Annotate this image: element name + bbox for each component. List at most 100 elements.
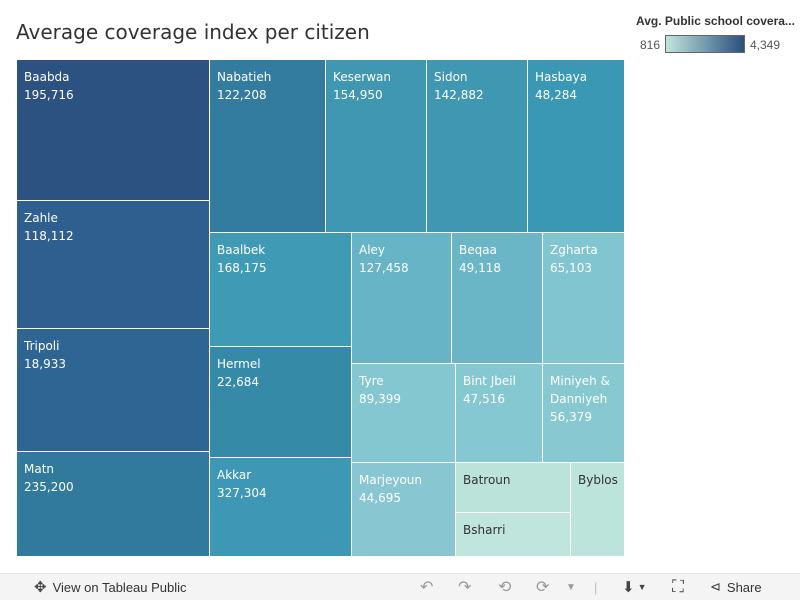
- chart-title: Average coverage index per citizen: [16, 20, 370, 44]
- download-icon[interactable]: ⬇ ▼: [622, 579, 647, 596]
- treemap-rect-akkar[interactable]: [210, 458, 351, 556]
- treemap-cell-zahle[interactable]: Zahle 118,112: [17, 201, 209, 328]
- legend-title: Avg. Public school covera...: [636, 14, 795, 28]
- view-on-tableau-link[interactable]: ✥ View on Tableau Public: [34, 574, 187, 600]
- treemap-cell-keserwan[interactable]: Keserwan 154,950: [326, 60, 426, 232]
- share-icon: ⊲: [710, 579, 721, 594]
- treemap-label-miniyeh-danniyeh: Danniyeh: [550, 392, 607, 406]
- treemap-label-hermel: Hermel: [217, 357, 261, 371]
- treemap-value-nabatieh: 122,208: [217, 88, 267, 102]
- treemap-value-marjeyoun: 44,695: [359, 491, 401, 505]
- treemap-label-miniyeh-danniyeh: Miniyeh &: [550, 374, 610, 388]
- treemap-cell-nabatieh[interactable]: Nabatieh 122,208: [210, 60, 325, 232]
- treemap-rect-zgharta[interactable]: [543, 233, 624, 363]
- treemap-rect-bint-jbeil[interactable]: [456, 364, 542, 462]
- treemap-rect-keserwan[interactable]: [326, 60, 426, 232]
- treemap-value-tyre: 89,399: [359, 392, 401, 406]
- treemap-label-bsharri: Bsharri: [463, 523, 505, 537]
- treemap-label-sidon: Sidon: [434, 70, 468, 84]
- treemap-cell-tyre[interactable]: Tyre 89,399: [352, 364, 455, 462]
- treemap-rect-byblos[interactable]: [571, 463, 624, 556]
- redo-icon[interactable]: ↷: [458, 579, 472, 596]
- revert-icon[interactable]: ⟲: [498, 579, 512, 596]
- treemap-label-byblos: Byblos: [578, 473, 618, 487]
- treemap-rect-aley[interactable]: [352, 233, 451, 363]
- share-label: Share: [726, 579, 762, 595]
- treemap-cell-marjeyoun[interactable]: Marjeyoun 44,695: [352, 463, 455, 556]
- treemap-label-batroun: Batroun: [463, 473, 511, 487]
- treemap-cell-sidon[interactable]: Sidon 142,882: [427, 60, 527, 232]
- treemap-value-hasbaya: 48,284: [535, 88, 577, 102]
- treemap-cell-batroun[interactable]: Batroun: [456, 463, 570, 512]
- treemap-label-keserwan: Keserwan: [333, 70, 391, 84]
- treemap-value-hermel: 22,684: [217, 375, 259, 389]
- treemap-label-tripoli: Tripoli: [23, 339, 59, 353]
- treemap-value-aley: 127,458: [359, 261, 409, 275]
- treemap-label-hasbaya: Hasbaya: [535, 70, 587, 84]
- refresh-icon[interactable]: ⟳: [536, 579, 550, 596]
- treemap-rect-sidon[interactable]: [427, 60, 527, 232]
- treemap-cell-hermel[interactable]: Hermel 22,684: [210, 347, 351, 457]
- treemap-rect-matn[interactable]: [17, 452, 209, 556]
- treemap-label-zahle: Zahle: [24, 211, 58, 225]
- treemap-chart: Baabda 195,716 Zahle 118,112 Tripoli 18,933 Ma…: [17, 60, 624, 556]
- fullscreen-icon[interactable]: ⛶: [672, 577, 684, 596]
- treemap-value-tripoli: 18,933: [24, 357, 66, 371]
- treemap-label-bint-jbeil: Bint Jbeil: [463, 374, 516, 388]
- treemap-rect-nabatieh[interactable]: [210, 60, 325, 232]
- treemap-value-baalbek: 168,175: [217, 261, 267, 275]
- treemap-cell-hasbaya[interactable]: Hasbaya 48,284: [528, 60, 624, 232]
- treemap-rect-marjeyoun[interactable]: [352, 463, 455, 556]
- treemap-value-keserwan: 154,950: [333, 88, 383, 102]
- treemap-cell-zgharta[interactable]: Zgharta 65,103: [543, 233, 624, 363]
- treemap-cell-baalbek[interactable]: Baalbek 168,175: [210, 233, 351, 346]
- treemap-rect-beqaa[interactable]: [452, 233, 542, 363]
- treemap-rect-zahle[interactable]: [17, 201, 209, 328]
- toolbar-divider: |: [594, 579, 598, 595]
- treemap-rect-tripoli[interactable]: [17, 329, 209, 451]
- undo-icon[interactable]: ↶: [420, 579, 434, 596]
- treemap-label-tyre: Tyre: [358, 374, 384, 388]
- treemap-rect-tyre[interactable]: [352, 364, 455, 462]
- treemap-cell-bsharri[interactable]: Bsharri: [456, 513, 570, 556]
- treemap-rect-hasbaya[interactable]: [528, 60, 624, 232]
- color-legend-gradient: [665, 35, 745, 53]
- legend-max-label: 4,349: [750, 38, 781, 52]
- treemap-label-zgharta: Zgharta: [550, 243, 598, 257]
- treemap-value-akkar: 327,304: [217, 486, 267, 500]
- view-on-tableau-label: View on Tableau Public: [52, 579, 187, 595]
- treemap-rect-baalbek[interactable]: [210, 233, 351, 346]
- treemap-label-baalbek: Baalbek: [217, 243, 265, 257]
- treemap-value-matn: 235,200: [24, 480, 74, 494]
- refresh-dropdown-icon[interactable]: ▼: [566, 581, 576, 593]
- treemap-cell-aley[interactable]: Aley 127,458: [352, 233, 451, 363]
- tableau-toolbar: ✥ View on Tableau Public ↶ ↷ ⟲ ⟳ ▼ | ⬇ ▼ …: [0, 573, 800, 600]
- legend-min-label: 816: [640, 38, 661, 52]
- treemap-value-baabda: 195,716: [24, 88, 74, 102]
- treemap-cell-matn[interactable]: Matn 235,200: [17, 452, 209, 556]
- treemap-rect-batroun[interactable]: [456, 463, 570, 512]
- treemap-cell-tripoli[interactable]: Tripoli 18,933: [17, 329, 209, 451]
- treemap-value-zahle: 118,112: [24, 229, 74, 243]
- treemap-label-baabda: Baabda: [24, 70, 70, 84]
- treemap-cell-bint-jbeil[interactable]: Bint Jbeil 47,516: [456, 364, 542, 462]
- treemap-cell-byblos[interactable]: Byblos: [571, 463, 624, 556]
- treemap-label-nabatieh: Nabatieh: [217, 70, 271, 84]
- treemap-cell-akkar[interactable]: Akkar 327,304: [210, 458, 351, 556]
- treemap-value-zgharta: 65,103: [550, 261, 592, 275]
- share-button[interactable]: ⊲ Share: [710, 574, 762, 600]
- treemap-rect-hermel[interactable]: [210, 347, 351, 457]
- treemap-rect-bsharri[interactable]: [456, 513, 570, 556]
- treemap-label-beqaa: Beqaa: [459, 243, 497, 257]
- treemap-label-marjeyoun: Marjeyoun: [359, 473, 422, 487]
- treemap-cell-miniyeh-danniyeh[interactable]: Miniyeh & Danniyeh 56,379: [543, 364, 624, 462]
- treemap-cell-beqaa[interactable]: Beqaa 49,118: [452, 233, 542, 363]
- treemap-rect-baabda[interactable]: [17, 60, 209, 200]
- treemap-value-bint-jbeil: 47,516: [463, 392, 505, 406]
- treemap-rect-miniyeh-danniyeh[interactable]: [543, 364, 624, 462]
- treemap-cell-baabda[interactable]: Baabda 195,716: [17, 60, 209, 200]
- treemap-value-sidon: 142,882: [434, 88, 484, 102]
- tableau-logo-icon: ✥: [34, 579, 47, 596]
- treemap-label-akkar: Akkar: [217, 468, 251, 482]
- treemap-value-beqaa: 49,118: [459, 261, 501, 275]
